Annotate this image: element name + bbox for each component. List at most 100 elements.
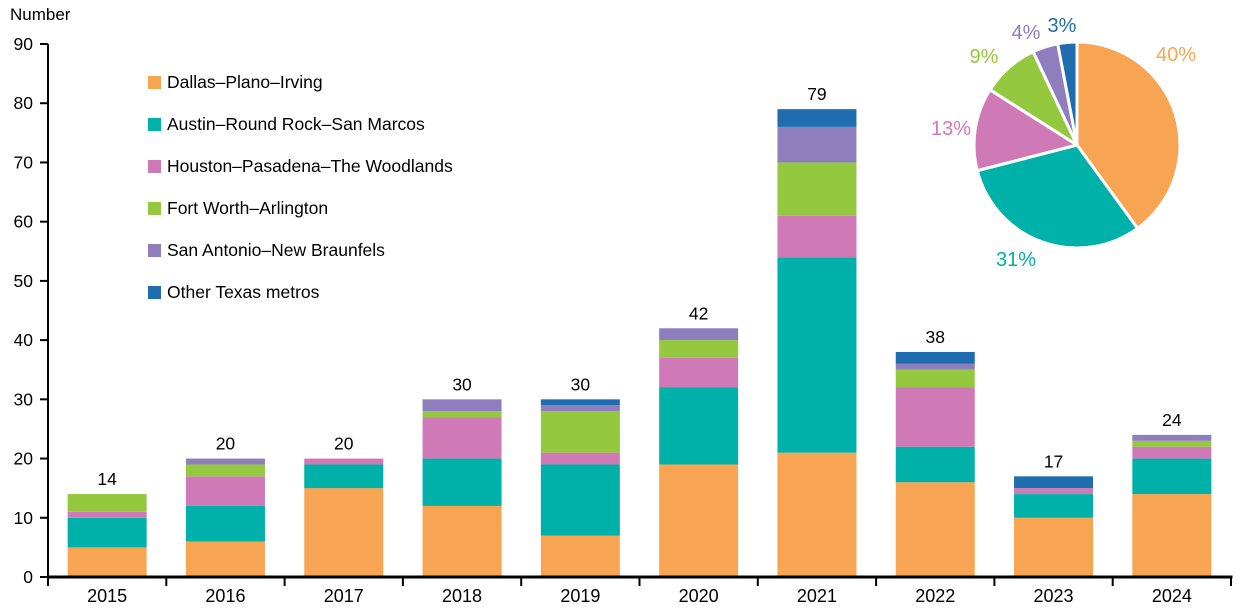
bar-segment-2020-3 xyxy=(659,340,739,358)
x-tick-label: 2020 xyxy=(679,586,719,606)
legend-item-2: Houston–Pasadena–The Woodlands xyxy=(148,157,453,175)
legend-item-0: Dallas–Plano–Irving xyxy=(148,73,453,91)
legend-swatch-icon xyxy=(148,117,161,131)
bar-total-label: 79 xyxy=(807,84,826,104)
pie-slice-1 xyxy=(975,143,1140,250)
y-tick-label: 30 xyxy=(14,389,34,409)
legend-item-5: Other Texas metros xyxy=(148,283,453,301)
bar-segment-2022-5 xyxy=(895,351,975,364)
bar-total-label: 24 xyxy=(1162,410,1182,430)
bar-segment-2018-0 xyxy=(422,505,502,577)
x-tick-label: 2022 xyxy=(915,586,955,606)
pie-percent-label-4: 4% xyxy=(1012,22,1041,44)
bar-segment-2015-3 xyxy=(67,494,147,512)
bar-segment-2024-0 xyxy=(1132,494,1212,577)
legend-swatch-icon xyxy=(148,285,161,299)
bar-segment-2019-2 xyxy=(540,452,620,465)
x-tick-label: 2019 xyxy=(560,586,600,606)
pie-percent-label-3: 9% xyxy=(970,46,999,68)
bar-segment-2019-5 xyxy=(540,399,620,406)
y-tick-label: 40 xyxy=(14,330,34,350)
pie-slice-2 xyxy=(972,88,1079,173)
bar-segment-2024-2 xyxy=(1132,446,1212,459)
bar-total-label: 30 xyxy=(452,374,472,394)
legend: Dallas–Plano–Irving Austin–Round Rock–San… xyxy=(148,73,453,301)
x-tick-label: 2016 xyxy=(205,586,245,606)
pie-percent-label-1: 31% xyxy=(996,249,1036,271)
pie-percent-label-2: 13% xyxy=(931,118,971,140)
bar-total-label: 38 xyxy=(926,327,945,347)
bar-total-label: 42 xyxy=(689,303,708,323)
bar-total-label: 14 xyxy=(97,469,117,489)
bar-segment-2024-1 xyxy=(1132,458,1212,495)
bar-segment-2021-4 xyxy=(777,126,857,163)
bar-segment-2021-1 xyxy=(777,257,857,453)
bar-segment-2017-0 xyxy=(304,488,384,577)
legend-label: Fort Worth–Arlington xyxy=(167,198,329,218)
bar-segment-2020-0 xyxy=(659,464,739,577)
bar-segment-2022-3 xyxy=(895,369,975,388)
bar-segment-2017-2 xyxy=(304,458,384,465)
bar-segment-2015-0 xyxy=(67,547,147,577)
pie-percent-label-0: 40% xyxy=(1156,44,1196,66)
y-axis-title: Number xyxy=(10,5,71,24)
y-tick-label: 20 xyxy=(14,449,34,469)
bar-segment-2015-1 xyxy=(67,517,147,548)
bar-total-label: 30 xyxy=(571,374,591,394)
bar-segment-2022-2 xyxy=(895,387,975,447)
bar-segment-2022-4 xyxy=(895,363,975,370)
bar-segment-2019-4 xyxy=(540,405,620,412)
bar-segment-2017-1 xyxy=(304,464,384,489)
x-tick-label: 2021 xyxy=(797,586,837,606)
pie-slice-0 xyxy=(1075,40,1182,230)
bar-segment-2021-2 xyxy=(777,215,857,258)
bar-segment-2022-0 xyxy=(895,482,975,577)
bar-segment-2018-1 xyxy=(422,458,502,506)
bar-total-label: 17 xyxy=(1044,451,1063,471)
bar-segment-2016-1 xyxy=(185,505,265,542)
legend-label: Dallas–Plano–Irving xyxy=(167,72,323,92)
bar-total-label: 20 xyxy=(216,434,236,454)
bar-segment-2019-1 xyxy=(540,464,620,536)
bar-segment-2018-2 xyxy=(422,417,502,459)
bar-segment-2019-0 xyxy=(540,535,620,577)
bar-segment-2016-2 xyxy=(185,476,265,506)
bar-segment-2023-1 xyxy=(1014,494,1094,518)
legend-label: Austin–Round Rock–San Marcos xyxy=(167,114,425,134)
y-tick-label: 0 xyxy=(23,567,33,587)
x-tick-label: 2023 xyxy=(1034,586,1074,606)
bar-segment-2020-4 xyxy=(659,328,739,341)
legend-label: San Antonio–New Braunfels xyxy=(167,240,385,260)
legend-swatch-icon xyxy=(148,243,161,257)
x-tick-label: 2018 xyxy=(442,586,482,606)
pie-slice-5 xyxy=(1056,40,1079,147)
bar-segment-2020-1 xyxy=(659,387,739,465)
legend-label: Other Texas metros xyxy=(167,282,320,302)
bar-segment-2018-3 xyxy=(422,411,502,418)
legend-swatch-icon xyxy=(148,75,161,89)
bar-segment-2019-3 xyxy=(540,411,620,453)
bar-segment-2015-2 xyxy=(67,511,147,518)
y-tick-label: 60 xyxy=(14,212,34,232)
bar-segment-2021-0 xyxy=(777,452,857,577)
legend-item-4: San Antonio–New Braunfels xyxy=(148,241,453,259)
bar-segment-2024-4 xyxy=(1132,434,1212,441)
bar-segment-2023-0 xyxy=(1014,517,1094,577)
legend-swatch-icon xyxy=(148,201,161,215)
bar-segment-2021-5 xyxy=(777,109,857,127)
legend-label: Houston–Pasadena–The Woodlands xyxy=(167,156,453,176)
bar-segment-2016-4 xyxy=(185,458,265,465)
bar-segment-2023-2 xyxy=(1014,488,1094,495)
y-tick-label: 90 xyxy=(14,34,34,54)
bar-segment-2018-4 xyxy=(422,399,502,412)
legend-item-3: Fort Worth–Arlington xyxy=(148,199,453,217)
bar-segment-2023-5 xyxy=(1014,476,1094,489)
bar-segment-2024-3 xyxy=(1132,440,1212,447)
y-tick-label: 70 xyxy=(14,152,34,172)
y-tick-label: 50 xyxy=(14,271,34,291)
y-tick-label: 10 xyxy=(14,508,34,528)
pie-percent-label-5: 3% xyxy=(1048,15,1077,37)
legend-item-1: Austin–Round Rock–San Marcos xyxy=(148,115,453,133)
